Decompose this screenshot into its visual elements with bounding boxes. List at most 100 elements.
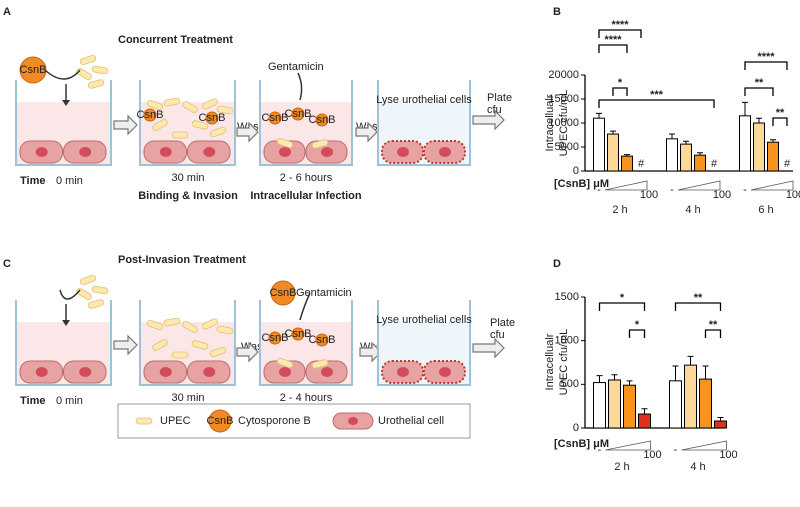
label: Gentamicin xyxy=(296,287,352,299)
label: Time xyxy=(20,175,45,187)
x-tick-label: 4 h xyxy=(690,461,705,473)
label: Plate xyxy=(490,317,515,329)
upec xyxy=(76,68,92,80)
well xyxy=(139,300,236,386)
significance-label: ** xyxy=(755,77,764,89)
nucleus xyxy=(203,147,216,157)
significance-label: **** xyxy=(611,19,629,31)
label: Binding & Invasion xyxy=(138,190,238,202)
well xyxy=(259,80,353,166)
error-bar xyxy=(742,101,748,116)
csnb xyxy=(143,108,157,122)
bar xyxy=(714,420,727,429)
nucleus xyxy=(321,367,333,377)
label: cfu xyxy=(487,104,502,116)
bar xyxy=(694,154,706,172)
process-arrow xyxy=(236,121,259,143)
label: Time xyxy=(20,395,45,407)
upec xyxy=(76,288,92,300)
error-bar xyxy=(717,417,724,422)
csnb-label: CsnB xyxy=(137,109,164,121)
y-tick-label: 15000 xyxy=(548,93,579,105)
significance-bracket xyxy=(704,329,722,338)
error-bar xyxy=(641,408,648,415)
process-arrow xyxy=(472,337,505,359)
csnb xyxy=(268,331,282,345)
dose-low: - xyxy=(743,184,747,196)
nucleus xyxy=(279,367,291,377)
csnb-label: CsnB xyxy=(207,415,234,427)
arrow-head xyxy=(62,320,70,326)
error-bar xyxy=(697,152,703,156)
process-arrow xyxy=(355,121,378,143)
significance-bracket xyxy=(772,117,788,126)
upec xyxy=(171,351,189,359)
label: Lyse urothelial cells xyxy=(376,314,472,326)
error-bar xyxy=(626,380,633,386)
process-arrow xyxy=(113,114,138,136)
process-arrow xyxy=(359,341,382,363)
label: 0 min xyxy=(56,175,83,187)
nucleus xyxy=(439,367,451,377)
label: 2 - 6 hours xyxy=(280,172,333,184)
bar xyxy=(621,155,633,172)
dose-low: - xyxy=(674,444,678,456)
csnb xyxy=(315,333,329,347)
well xyxy=(377,80,471,166)
csnb xyxy=(268,111,282,125)
upec xyxy=(209,126,227,138)
y-axis-label: UPEC cfu/mL xyxy=(558,329,570,396)
significance-label: *** xyxy=(650,89,664,101)
dose-high: 100 xyxy=(786,189,800,201)
csnb xyxy=(205,111,219,125)
x-tick-label: 2 h xyxy=(612,204,627,216)
nucleus xyxy=(35,147,48,157)
panel-label: C xyxy=(3,258,11,270)
dose-high: 100 xyxy=(640,189,658,201)
label: cfu xyxy=(490,329,505,341)
not-detected: # xyxy=(784,158,791,170)
well xyxy=(15,80,112,166)
upec xyxy=(79,54,97,66)
label: Lyse urothelial cells xyxy=(376,94,472,106)
diagram-title: Concurrent Treatment xyxy=(118,34,233,46)
error-bar xyxy=(610,130,616,135)
upec xyxy=(135,417,153,425)
error-bar xyxy=(756,117,762,123)
dose-triangle xyxy=(677,180,721,191)
y-tick-label: 1500 xyxy=(555,291,579,303)
bar xyxy=(593,117,605,172)
bar xyxy=(607,133,619,172)
upec xyxy=(87,299,105,309)
upec xyxy=(202,98,218,110)
bar xyxy=(753,122,765,172)
dose-high: 100 xyxy=(713,189,731,201)
csnb-label: CsnB xyxy=(285,108,312,120)
label: 30 min xyxy=(171,392,204,404)
upec xyxy=(276,357,294,369)
process-arrow xyxy=(113,334,138,356)
x-tick-label: 4 h xyxy=(685,204,700,216)
dose-triangle xyxy=(605,440,651,451)
upec xyxy=(79,274,97,286)
csnb xyxy=(315,113,329,127)
x-tick-label: 2 h xyxy=(614,461,629,473)
significance-label: ** xyxy=(776,107,785,119)
bar xyxy=(684,364,697,429)
x-tick-label: 6 h xyxy=(758,204,773,216)
y-tick-label: 1000 xyxy=(555,335,579,347)
nucleus xyxy=(321,147,333,157)
bar xyxy=(593,382,606,429)
panel-label: A xyxy=(3,6,11,18)
legend-label: UPEC xyxy=(160,415,191,427)
significance-bracket xyxy=(598,99,715,108)
bar xyxy=(669,380,682,429)
y-tick-label: 10000 xyxy=(548,117,579,129)
well xyxy=(259,300,353,386)
error-bar xyxy=(611,374,618,380)
csnb-label: CsnB xyxy=(270,287,297,299)
significance-label: ** xyxy=(709,319,718,331)
significance-bracket xyxy=(628,329,646,338)
dose-low: - xyxy=(670,184,674,196)
